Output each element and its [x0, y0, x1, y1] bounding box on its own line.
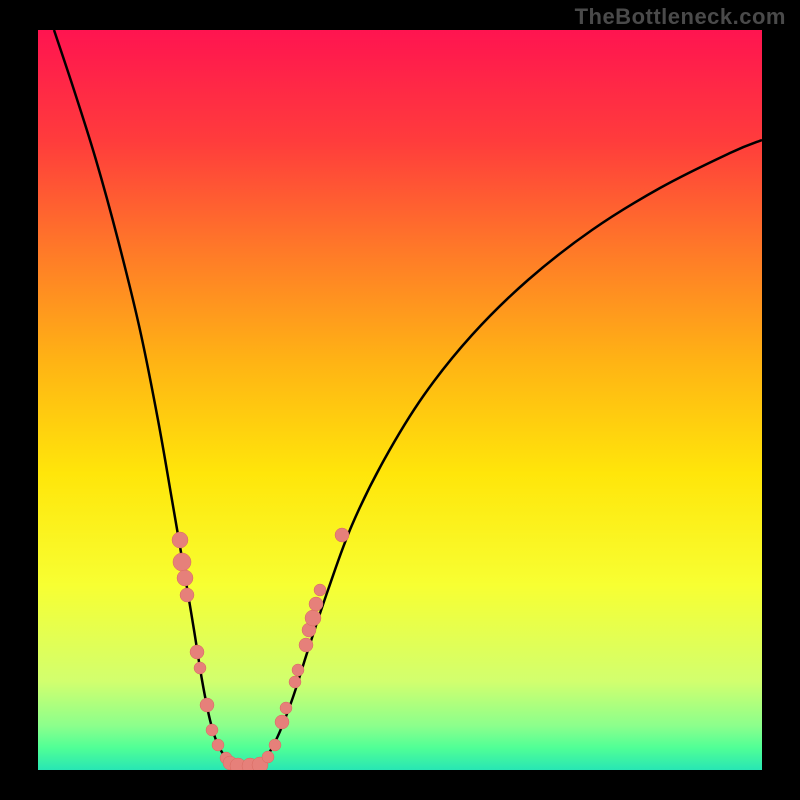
scatter-point [335, 528, 349, 542]
scatter-point [173, 553, 191, 571]
scatter-point [172, 532, 188, 548]
scatter-point [309, 597, 323, 611]
watermark-text: TheBottleneck.com [575, 4, 786, 30]
scatter-markers [172, 528, 349, 770]
left-curve [54, 30, 238, 767]
scatter-point [280, 702, 292, 714]
scatter-point [206, 724, 218, 736]
scatter-point [194, 662, 206, 674]
plot-area [38, 30, 762, 770]
scatter-point [177, 570, 193, 586]
scatter-point [200, 698, 214, 712]
curve-layer [38, 30, 762, 770]
scatter-point [212, 739, 224, 751]
scatter-point [299, 638, 313, 652]
right-curve [238, 140, 762, 767]
scatter-point [190, 645, 204, 659]
scatter-point [269, 739, 281, 751]
scatter-point [262, 751, 274, 763]
scatter-point [275, 715, 289, 729]
scatter-point [314, 584, 326, 596]
scatter-point [305, 610, 321, 626]
chart-container: TheBottleneck.com [0, 0, 800, 800]
scatter-point [292, 664, 304, 676]
scatter-point [180, 588, 194, 602]
scatter-point [289, 676, 301, 688]
